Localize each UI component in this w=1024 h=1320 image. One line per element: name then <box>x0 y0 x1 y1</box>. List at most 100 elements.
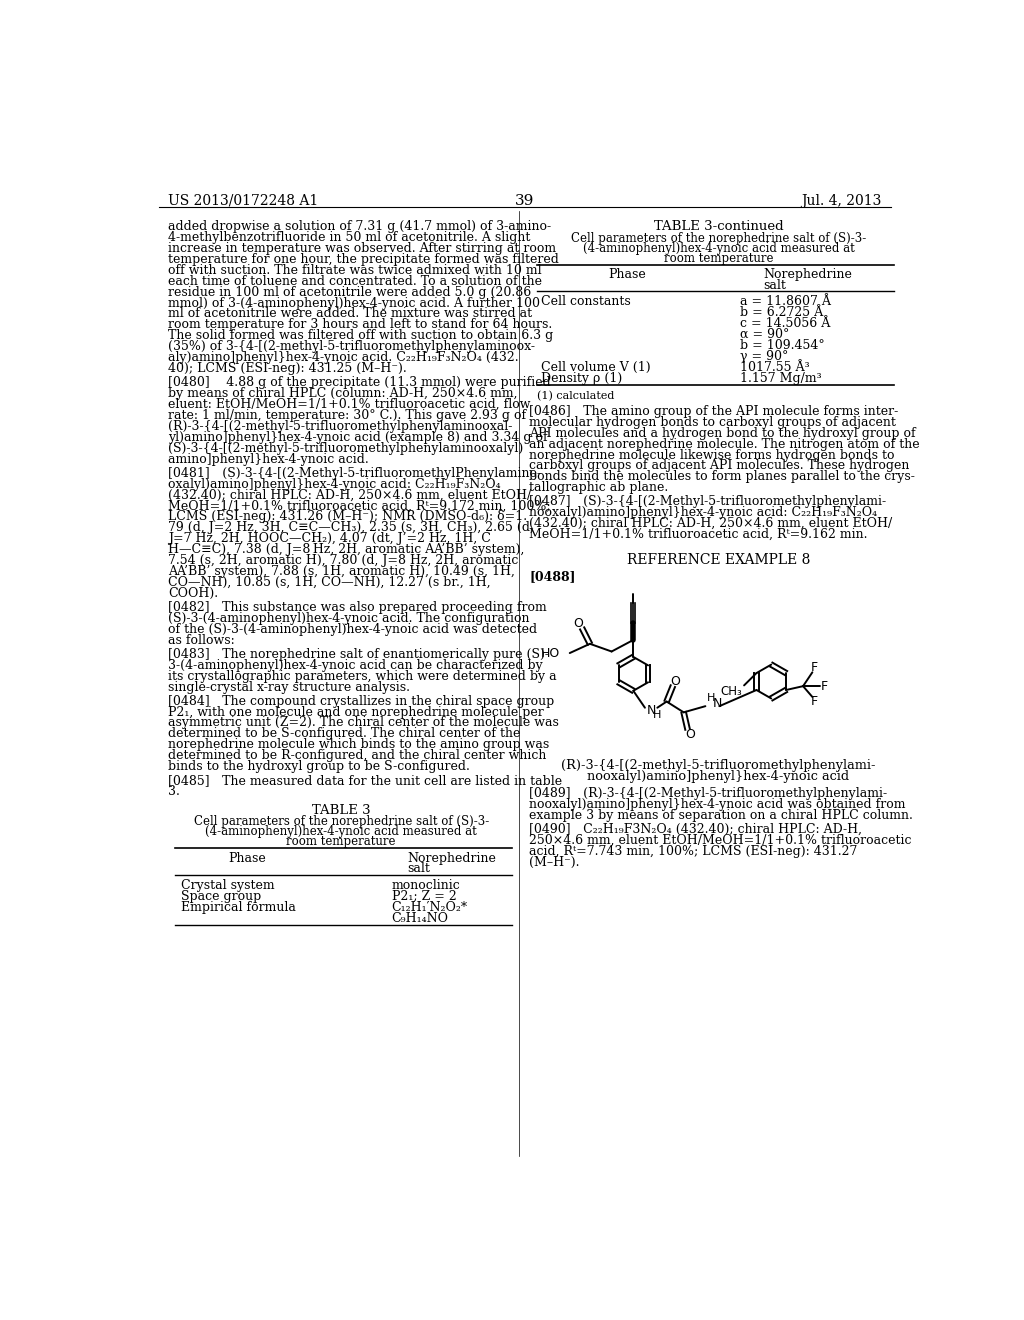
Text: added dropwise a solution of 7.31 g (41.7 mmol) of 3-amino-: added dropwise a solution of 7.31 g (41.… <box>168 220 552 234</box>
Text: (R)-3-{4-[(2-methyl-5-trifluoromethylphenylami-: (R)-3-{4-[(2-methyl-5-trifluoromethylphe… <box>561 759 876 771</box>
Text: (432.40); chiral HPLC: AD-H, 250×4.6 mm, eluent EtOH/: (432.40); chiral HPLC: AD-H, 250×4.6 mm,… <box>168 488 531 502</box>
Text: tallographic ab plane.: tallographic ab plane. <box>529 482 669 494</box>
Text: [0481] (S)-3-{4-[(2-Methyl-5-trifluoromethylPhenylamino-: [0481] (S)-3-{4-[(2-Methyl-5-trifluorome… <box>168 467 542 479</box>
Text: residue in 100 ml of acetonitrile were added 5.0 g (20.86: residue in 100 ml of acetonitrile were a… <box>168 285 531 298</box>
Text: Norephedrine: Norephedrine <box>764 268 852 281</box>
Text: P2₁, with one molecule and one norephedrine molecule per: P2₁, with one molecule and one norephedr… <box>168 706 544 718</box>
Text: norephedrine molecule likewise forms hydrogen bonds to: norephedrine molecule likewise forms hyd… <box>529 449 895 462</box>
Text: Space group: Space group <box>180 890 261 903</box>
Text: H—C≡C), 7.38 (d, J=8 Hz, 2H, aromatic AA’BB’ system),: H—C≡C), 7.38 (d, J=8 Hz, 2H, aromatic AA… <box>168 544 524 556</box>
Text: [0487] (S)-3-{4-[(2-Methyl-5-trifluoromethylphenylami-: [0487] (S)-3-{4-[(2-Methyl-5-trifluorome… <box>529 495 887 508</box>
Text: CO—NH), 10.85 (s, 1H, CO—NH), 12.27 (s br., 1H,: CO—NH), 10.85 (s, 1H, CO—NH), 12.27 (s b… <box>168 576 490 589</box>
Text: The solid formed was filtered off with suction to obtain 6.3 g: The solid formed was filtered off with s… <box>168 330 554 342</box>
Text: Cell parameters of the norephedrine salt of (S)-3-: Cell parameters of the norephedrine salt… <box>194 816 488 829</box>
Text: [0483] The norephedrine salt of enantiomerically pure (S)-: [0483] The norephedrine salt of enantiom… <box>168 648 549 661</box>
Text: a = 11.8607 Å: a = 11.8607 Å <box>740 294 831 308</box>
Text: off with suction. The filtrate was twice admixed with 10 ml: off with suction. The filtrate was twice… <box>168 264 542 277</box>
Text: (432.40); chiral HPLC: AD-H, 250×4.6 mm, eluent EtOH/: (432.40); chiral HPLC: AD-H, 250×4.6 mm,… <box>529 517 893 531</box>
Text: AA’BB’ system), 7.88 (s, 1H, aromatic H), 10.49 (s, 1H,: AA’BB’ system), 7.88 (s, 1H, aromatic H)… <box>168 565 515 578</box>
Text: TABLE 3: TABLE 3 <box>312 804 371 817</box>
Text: oxalyl)amino]phenyl}hex-4-ynoic acid: C₂₂H₁₉F₃N₂O₄: oxalyl)amino]phenyl}hex-4-ynoic acid: C₂… <box>168 478 501 491</box>
Text: (R)-3-{4-[(2-methyl-5-trifluoromethylphenylaminooxal-: (R)-3-{4-[(2-methyl-5-trifluoromethylphe… <box>168 420 513 433</box>
Text: room temperature for 3 hours and left to stand for 64 hours.: room temperature for 3 hours and left to… <box>168 318 553 331</box>
Text: Cell parameters of the norephedrine salt of (S)-3-: Cell parameters of the norephedrine salt… <box>571 231 866 244</box>
Text: single-crystal x-ray structure analysis.: single-crystal x-ray structure analysis. <box>168 681 411 693</box>
Text: determined to be R-configured, and the chiral center which: determined to be R-configured, and the c… <box>168 750 547 762</box>
Text: mmol) of 3-(4-aminophenyl)hex-4-ynoic acid. A further 100: mmol) of 3-(4-aminophenyl)hex-4-ynoic ac… <box>168 297 541 309</box>
Text: [0482] This substance was also prepared proceeding from: [0482] This substance was also prepared … <box>168 601 547 614</box>
Text: (M–H⁻).: (M–H⁻). <box>529 855 580 869</box>
Text: [0488]: [0488] <box>529 570 575 583</box>
Text: COOH).: COOH). <box>168 587 218 601</box>
Text: Phase: Phase <box>608 268 646 281</box>
Text: H: H <box>652 710 662 721</box>
Text: N: N <box>713 697 723 710</box>
Text: MeOH=1/1+0.1% trifluoroacetic acid, Rᵗ=9.172 min, 100%;: MeOH=1/1+0.1% trifluoroacetic acid, Rᵗ=9… <box>168 499 551 512</box>
Text: F: F <box>810 661 817 675</box>
Text: TABLE 3-continued: TABLE 3-continued <box>653 220 783 234</box>
Text: [0480]  4.88 g of the precipitate (11.3 mmol) were purified: [0480] 4.88 g of the precipitate (11.3 m… <box>168 376 551 389</box>
Text: C₉H₁₄NO: C₉H₁₄NO <box>391 912 449 924</box>
Text: temperature for one hour, the precipitate formed was filtered: temperature for one hour, the precipitat… <box>168 253 559 265</box>
Text: binds to the hydroxyl group to be S-configured.: binds to the hydroxyl group to be S-conf… <box>168 760 470 774</box>
Text: (35%) of 3-{4-[(2-methyl-5-trifluoromethylphenylaminoox-: (35%) of 3-{4-[(2-methyl-5-trifluorometh… <box>168 341 536 354</box>
Text: (1) calculated: (1) calculated <box>538 391 614 401</box>
Text: O: O <box>671 675 680 688</box>
Text: Phase: Phase <box>228 851 266 865</box>
Text: O: O <box>573 616 584 630</box>
Text: nooxalyl)amino]phenyl}hex-4-ynoic acid: C₂₂H₁₉F₃N₂O₄: nooxalyl)amino]phenyl}hex-4-ynoic acid: … <box>529 507 878 519</box>
Text: Norephedrine: Norephedrine <box>407 851 496 865</box>
Text: 250×4.6 mm, eluent EtOH/MeOH=1/1+0.1% trifluoroacetic: 250×4.6 mm, eluent EtOH/MeOH=1/1+0.1% tr… <box>529 834 912 847</box>
Text: [0484] The compound crystallizes in the chiral space group: [0484] The compound crystallizes in the … <box>168 694 555 708</box>
Text: [0485] The measured data for the unit cell are listed in table: [0485] The measured data for the unit ce… <box>168 775 562 787</box>
Text: norephedrine molecule which binds to the amino group was: norephedrine molecule which binds to the… <box>168 738 550 751</box>
Text: eluent: EtOH/MeOH=1/1+0.1% trifluoroacetic acid, flow: eluent: EtOH/MeOH=1/1+0.1% trifluoroacet… <box>168 399 530 411</box>
Text: c = 14.5056 Å: c = 14.5056 Å <box>740 317 830 330</box>
Text: 79 (d, J=2 Hz, 3H, C≡C—CH₃), 2.35 (s, 3H, CH₃), 2.65 (d,: 79 (d, J=2 Hz, 3H, C≡C—CH₃), 2.35 (s, 3H… <box>168 521 535 535</box>
Text: γ = 90°: γ = 90° <box>740 350 788 363</box>
Text: H: H <box>707 693 716 704</box>
Text: monoclinic: monoclinic <box>391 879 460 892</box>
Text: amino]phenyl}hex-4-ynoic acid.: amino]phenyl}hex-4-ynoic acid. <box>168 453 369 466</box>
Text: F: F <box>821 680 828 693</box>
Text: (S)-3-(4-aminophenyl)hex-4-ynoic acid. The configuration: (S)-3-(4-aminophenyl)hex-4-ynoic acid. T… <box>168 612 529 624</box>
Text: Crystal system: Crystal system <box>180 879 274 892</box>
Text: [0486] The amino group of the API molecule forms inter-: [0486] The amino group of the API molecu… <box>529 405 899 418</box>
Text: C₁₂H₁′N₂O₂*: C₁₂H₁′N₂O₂* <box>391 900 468 913</box>
Text: Empirical formula: Empirical formula <box>180 900 296 913</box>
Text: asymmetric unit (Z=2). The chiral center of the molecule was: asymmetric unit (Z=2). The chiral center… <box>168 717 559 730</box>
Text: nooxalyl)amino]phenyl}hex-4-ynoic acid was obtained from: nooxalyl)amino]phenyl}hex-4-ynoic acid w… <box>529 799 906 810</box>
Text: REFERENCE EXAMPLE 8: REFERENCE EXAMPLE 8 <box>627 553 810 568</box>
Text: HO: HO <box>542 647 560 660</box>
Text: (4-aminophenyl)hex-4-ynoic acid measured at: (4-aminophenyl)hex-4-ynoic acid measured… <box>205 825 477 838</box>
Text: yl)amino]phenyl}hex-4-ynoic acid (example 8) and 3.34 g of: yl)amino]phenyl}hex-4-ynoic acid (exampl… <box>168 430 548 444</box>
Text: increase in temperature was observed. After stirring at room: increase in temperature was observed. Af… <box>168 242 556 255</box>
Text: each time of toluene and concentrated. To a solution of the: each time of toluene and concentrated. T… <box>168 275 543 288</box>
Text: by means of chiral HPLC (column: AD-H, 250×4.6 mm,: by means of chiral HPLC (column: AD-H, 2… <box>168 387 518 400</box>
Text: α = 90°: α = 90° <box>740 327 790 341</box>
Text: room temperature: room temperature <box>287 836 396 849</box>
Text: of the (S)-3-(4-aminophenyl)hex-4-ynoic acid was detected: of the (S)-3-(4-aminophenyl)hex-4-ynoic … <box>168 623 538 636</box>
Text: 1.157 Mg/m³: 1.157 Mg/m³ <box>740 371 822 384</box>
Text: [0490] C₂₂H₁₉F3N₂O₄ (432.40); chiral HPLC: AD-H,: [0490] C₂₂H₁₉F3N₂O₄ (432.40); chiral HPL… <box>529 822 862 836</box>
Text: carboxyl groups of adjacent API molecules. These hydrogen: carboxyl groups of adjacent API molecule… <box>529 459 910 473</box>
Text: F: F <box>810 696 817 708</box>
Text: b = 109.454°: b = 109.454° <box>740 339 825 351</box>
Text: acid, Rᵗ=7.743 min, 100%; LCMS (ESI-neg): 431.27: acid, Rᵗ=7.743 min, 100%; LCMS (ESI-neg)… <box>529 845 858 858</box>
Text: 3-(4-aminophenyl)hex-4-ynoic acid can be characterized by: 3-(4-aminophenyl)hex-4-ynoic acid can be… <box>168 659 543 672</box>
Text: molecular hydrogen bonds to carboxyl groups of adjacent: molecular hydrogen bonds to carboxyl gro… <box>529 416 896 429</box>
Text: salt: salt <box>764 279 786 292</box>
Text: Density ρ (1): Density ρ (1) <box>541 371 623 384</box>
Text: (S)-3-{4-[(2-methyl-5-trifluoromethylphenylaminooxalyl): (S)-3-{4-[(2-methyl-5-trifluoromethylphe… <box>168 442 523 455</box>
Text: N: N <box>646 705 655 717</box>
Text: nooxalyl)amino]phenyl}hex-4-ynoic acid: nooxalyl)amino]phenyl}hex-4-ynoic acid <box>588 770 850 783</box>
Text: b = 6.2725 Å: b = 6.2725 Å <box>740 306 823 319</box>
Text: MeOH=1/1+0.1% trifluoroacetic acid, Rᵗ=9.162 min.: MeOH=1/1+0.1% trifluoroacetic acid, Rᵗ=9… <box>529 528 868 541</box>
Text: an adjacent norephedrine molecule. The nitrogen atom of the: an adjacent norephedrine molecule. The n… <box>529 438 921 450</box>
Text: bonds bind the molecules to form planes parallel to the crys-: bonds bind the molecules to form planes … <box>529 470 915 483</box>
Text: 40); LCMS (ESI-neg): 431.25 (M–H⁻).: 40); LCMS (ESI-neg): 431.25 (M–H⁻). <box>168 362 408 375</box>
Text: ml of acetonitrile were added. The mixture was stirred at: ml of acetonitrile were added. The mixtu… <box>168 308 532 321</box>
Text: J=7 Hz, 2H, HOOC—CH₂), 4.07 (dt, J’=2 Hz, 1H, C: J=7 Hz, 2H, HOOC—CH₂), 4.07 (dt, J’=2 Hz… <box>168 532 492 545</box>
Text: salt: salt <box>407 862 430 875</box>
Text: 1017.55 Å³: 1017.55 Å³ <box>740 360 810 374</box>
